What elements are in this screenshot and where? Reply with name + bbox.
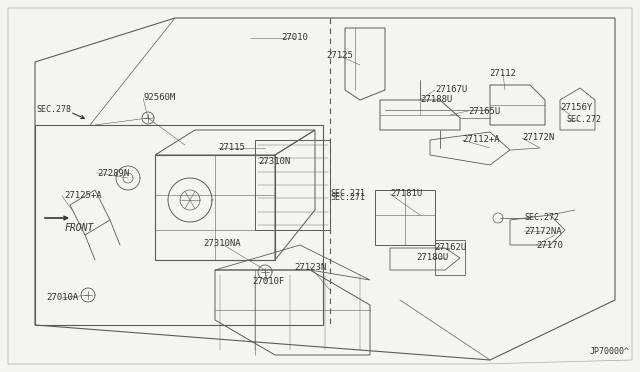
Text: SEC.272: SEC.272 xyxy=(524,214,559,222)
Text: 27125+A: 27125+A xyxy=(64,192,102,201)
Text: 27181U: 27181U xyxy=(390,189,422,199)
Text: 27115: 27115 xyxy=(218,144,245,153)
Text: 27172NA: 27172NA xyxy=(524,227,562,235)
Text: JP70000^: JP70000^ xyxy=(590,347,630,356)
Text: 27310N: 27310N xyxy=(258,157,291,167)
Text: 27165U: 27165U xyxy=(468,106,500,115)
Text: 27010F: 27010F xyxy=(252,278,284,286)
Text: 27162U: 27162U xyxy=(434,244,466,253)
Text: 27170: 27170 xyxy=(536,241,563,250)
Bar xyxy=(35,125,323,325)
Text: 27172N: 27172N xyxy=(522,134,554,142)
Text: 27010A: 27010A xyxy=(46,294,78,302)
Text: 27180U: 27180U xyxy=(416,253,448,263)
Text: 92560M: 92560M xyxy=(143,93,175,103)
Text: 27310NA: 27310NA xyxy=(203,240,241,248)
Text: 27123N: 27123N xyxy=(294,263,326,272)
Text: SEC.271: SEC.271 xyxy=(330,189,365,199)
Text: 27112: 27112 xyxy=(490,70,516,78)
Text: 27010: 27010 xyxy=(282,33,308,42)
Text: 27188U: 27188U xyxy=(420,96,452,105)
Text: 27167U: 27167U xyxy=(435,86,467,94)
Bar xyxy=(435,240,465,275)
Text: SEC.272: SEC.272 xyxy=(566,115,601,125)
Text: SEC.278: SEC.278 xyxy=(36,106,71,115)
Bar xyxy=(375,190,435,245)
Text: 27289N: 27289N xyxy=(97,169,129,177)
Text: 27112+A: 27112+A xyxy=(462,135,500,144)
Text: SEC.271: SEC.271 xyxy=(330,192,365,202)
Text: 27125: 27125 xyxy=(326,51,353,61)
Text: 27156Y: 27156Y xyxy=(560,103,592,112)
Bar xyxy=(155,155,275,260)
Bar xyxy=(255,140,330,230)
Text: FRONT: FRONT xyxy=(65,223,94,233)
